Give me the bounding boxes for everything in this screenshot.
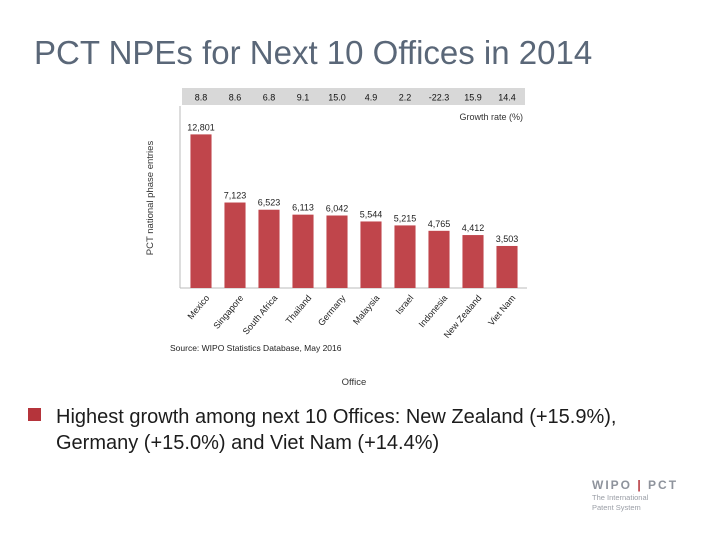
- logo-wordmark: WIPO | PCT: [592, 478, 692, 492]
- bar-value-label: 6,113: [292, 203, 314, 213]
- value-labels: 12,801 7,123 6,523 6,113 6,042 5,544 5,215 4,76…: [187, 122, 518, 244]
- growth-rate-value: 6.8: [263, 93, 276, 103]
- growth-rate-value: 4.9: [365, 93, 378, 103]
- bar-value-label: 5,544: [360, 209, 383, 219]
- bar-value-label: 7,123: [224, 191, 247, 201]
- bar-value-label: 6,523: [258, 198, 281, 208]
- growth-rate-value: 2.2: [399, 93, 412, 103]
- growth-rate-value: 15.0: [328, 93, 346, 103]
- y-axis-title: PCT national phase entries: [145, 141, 156, 256]
- bullet-square-icon: [28, 408, 41, 421]
- growth-rate-value: 8.8: [195, 93, 208, 103]
- bar-value-label: 12,801: [187, 122, 215, 132]
- slide-title: PCT NPEs for Next 10 Offices in 2014: [34, 34, 593, 71]
- bar: [224, 202, 246, 288]
- bar-value-label: 5,215: [394, 213, 417, 223]
- bar-chart: 8.8 8.6 6.8 9.1 15.0 4.9 2.2 -22.3 15.9 14.4 Grow…: [140, 80, 550, 400]
- bars: [190, 134, 518, 288]
- growth-rate-value: 9.1: [297, 93, 310, 103]
- bar: [258, 209, 280, 288]
- bar: [394, 225, 416, 288]
- bar: [360, 221, 382, 288]
- bar-value-label: 3,503: [496, 234, 519, 244]
- growth-rate-label: Growth rate (%): [459, 112, 523, 122]
- growth-rate-value: 15.9: [464, 93, 482, 103]
- source-note: Source: WIPO Statistics Database, May 20…: [170, 343, 342, 353]
- logo-tagline-2: Patent System: [592, 503, 641, 512]
- logo-separator: |: [637, 478, 643, 492]
- logo-pct-text: PCT: [648, 478, 679, 492]
- bar-value-label: 4,412: [462, 223, 485, 233]
- bar-value-label: 6,042: [326, 204, 349, 214]
- bullet-text: Highest growth among next 10 Offices: Ne…: [56, 406, 617, 454]
- wipo-pct-logo: WIPO | PCT The International Patent Syst…: [592, 478, 692, 512]
- bar: [428, 230, 450, 288]
- bar-value-label: 4,765: [428, 219, 451, 229]
- growth-rate-value: 14.4: [498, 93, 516, 103]
- x-axis-title: Office: [342, 377, 367, 388]
- bar: [326, 215, 348, 288]
- bar: [190, 134, 212, 288]
- logo-tagline-1: The International: [592, 493, 649, 502]
- growth-rate-value: 8.6: [229, 93, 242, 103]
- growth-rate-value: -22.3: [429, 93, 450, 103]
- bar: [462, 235, 484, 288]
- bar: [496, 245, 518, 288]
- growth-rate-row: 8.8 8.6 6.8 9.1 15.0 4.9 2.2 -22.3 15.9 14.4: [195, 93, 516, 103]
- logo-wipo-text: WIPO: [592, 478, 632, 492]
- bar: [292, 214, 314, 288]
- bullet-point: Highest growth among next 10 Offices: Ne…: [28, 404, 688, 456]
- chart-svg: 8.8 8.6 6.8 9.1 15.0 4.9 2.2 -22.3 15.9 14.4 Grow…: [140, 80, 550, 400]
- growth-rate-band: [182, 88, 525, 105]
